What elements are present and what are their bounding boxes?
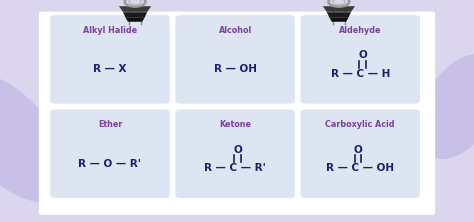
Polygon shape [329,18,348,22]
FancyBboxPatch shape [50,109,170,198]
FancyBboxPatch shape [50,15,170,104]
Text: R — C — R': R — C — R' [204,163,266,173]
Text: O: O [233,145,242,155]
Text: Ether: Ether [98,121,122,129]
Polygon shape [119,6,151,12]
Polygon shape [123,12,147,18]
Text: O: O [354,145,362,155]
Text: O: O [358,50,367,60]
Ellipse shape [418,54,474,159]
Polygon shape [126,18,145,22]
Text: R — OH: R — OH [214,64,256,74]
Text: R — C — OH: R — C — OH [326,163,394,173]
Ellipse shape [0,73,68,202]
Text: Aldehyde: Aldehyde [339,26,382,35]
Text: Carboxylic Acid: Carboxylic Acid [326,121,395,129]
FancyBboxPatch shape [175,109,295,198]
Text: R — X: R — X [93,64,127,74]
Text: Alcohol: Alcohol [219,26,252,35]
Text: R — O — R': R — O — R' [79,159,141,169]
Text: Alkyl Halide: Alkyl Halide [83,26,137,35]
Text: R — C — H: R — C — H [330,69,390,79]
Polygon shape [327,12,351,18]
FancyBboxPatch shape [39,12,435,215]
FancyBboxPatch shape [175,15,295,104]
Polygon shape [323,6,355,12]
FancyBboxPatch shape [301,109,420,198]
Text: Ketone: Ketone [219,121,251,129]
FancyBboxPatch shape [301,15,420,104]
